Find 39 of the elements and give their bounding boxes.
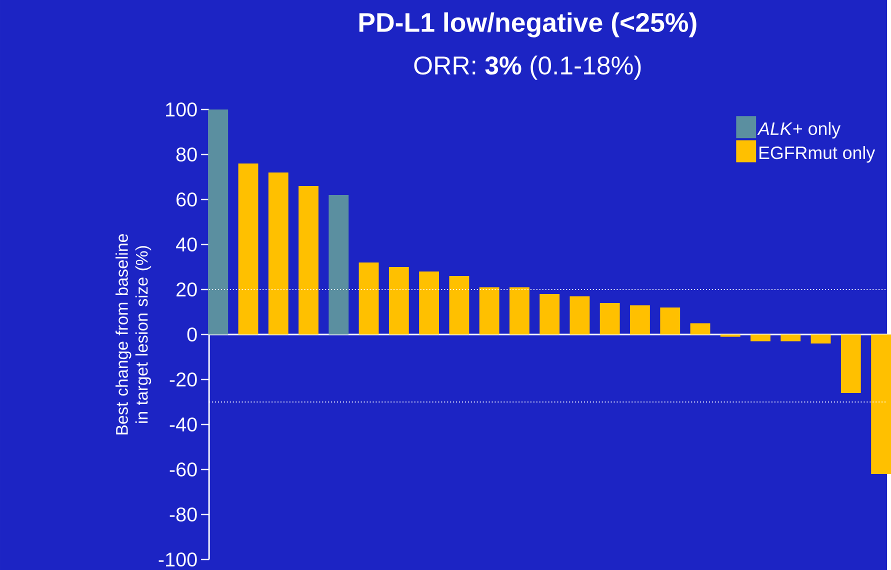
y-tick-label: -60	[170, 462, 197, 476]
y-tick-label: 100	[166, 102, 197, 116]
bar	[660, 307, 680, 334]
y-tick-label: -100	[158, 552, 197, 566]
y-tick-label: -40	[170, 417, 197, 432]
bar	[328, 194, 349, 334]
y-tick-label: -20	[170, 372, 197, 386]
bar	[388, 266, 409, 334]
bar	[750, 334, 770, 342]
bar	[810, 334, 831, 344]
bar	[720, 334, 740, 337]
bar	[449, 276, 470, 334]
y-tick-label: -80	[170, 507, 197, 522]
legend-label: EGFRmut only	[760, 146, 876, 162]
y-tick-label: 80	[176, 147, 197, 162]
y-tick-label: 60	[176, 192, 197, 206]
bar	[540, 294, 560, 334]
y-tick-label: 40	[176, 237, 197, 252]
bar	[780, 334, 801, 342]
bar	[419, 271, 440, 334]
bar	[238, 163, 258, 334]
bar	[268, 172, 288, 334]
bar	[871, 334, 891, 474]
bar	[630, 305, 650, 334]
bar	[298, 186, 318, 334]
y-axis-title: Best change from baseline in target lesion size (%)	[116, 234, 152, 434]
bar	[509, 287, 530, 334]
bar	[358, 262, 379, 334]
y-tick-label: 0	[187, 327, 197, 342]
bar	[570, 296, 590, 334]
bar	[690, 323, 710, 334]
y-tick-label: 20	[176, 282, 197, 296]
bar	[479, 287, 500, 334]
bar	[840, 334, 861, 393]
bar	[600, 302, 620, 334]
bar	[208, 109, 228, 334]
chart-title: PD-L1 low/negative (<25%)	[359, 12, 696, 38]
chart-subtitle: ORR: 3% (0.1-18%)	[414, 55, 641, 80]
legend-label: ALK+ only	[757, 122, 841, 138]
